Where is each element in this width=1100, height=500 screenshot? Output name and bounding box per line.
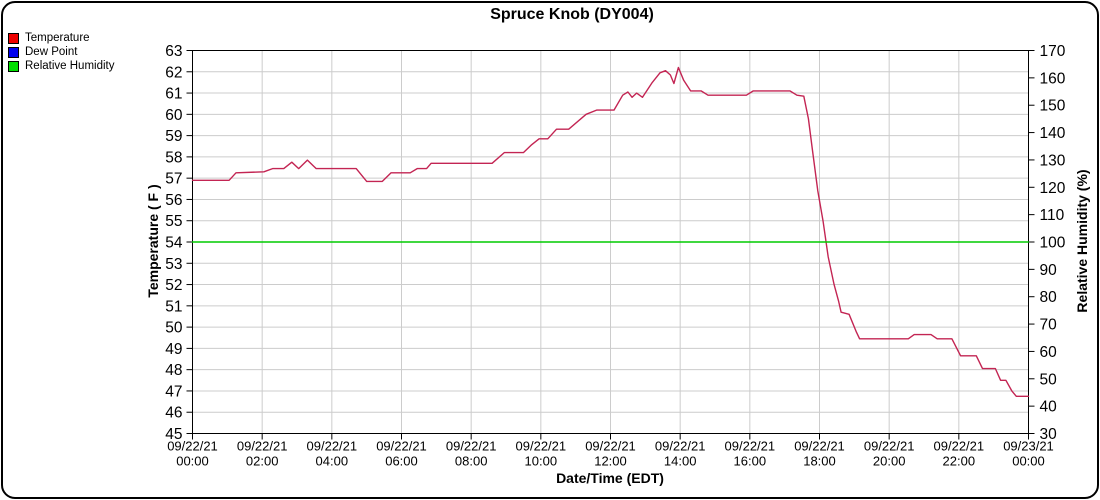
x-tick-time-label: 04:00: [316, 454, 349, 469]
x-tick-time-label: 08:00: [455, 454, 488, 469]
left-tick-label: 57: [165, 171, 182, 188]
right-tick-label: 40: [1040, 399, 1058, 416]
x-tick-date-label: 09/22/21: [725, 439, 776, 454]
left-tick-label: 47: [165, 383, 182, 400]
left-tick-label: 60: [165, 107, 183, 124]
right-tick-label: 50: [1040, 371, 1058, 388]
x-axis-title: Date/Time (EDT): [556, 470, 664, 486]
left-tick-label: 52: [165, 277, 182, 294]
left-tick-label: 59: [165, 128, 182, 145]
right-tick-label: 100: [1040, 235, 1066, 252]
dew-point-swatch-icon: [8, 46, 19, 58]
x-tick-time-label: 22:00: [943, 454, 976, 469]
legend-label: Relative Humidity: [25, 60, 115, 72]
legend-label: Dew Point: [25, 46, 78, 58]
x-tick-time-label: 06:00: [385, 454, 418, 469]
right-tick-label: 130: [1040, 152, 1066, 169]
left-tick-label: 48: [165, 362, 182, 379]
x-tick-date-label: 09/22/21: [376, 439, 427, 454]
temperature-swatch-icon: [8, 32, 19, 44]
x-tick-time-label: 16:00: [734, 454, 767, 469]
right-tick-label: 120: [1040, 180, 1066, 197]
x-tick-date-label: 09/22/21: [585, 439, 636, 454]
right-tick-label: 60: [1040, 344, 1058, 361]
x-tick-time-label: 02:00: [246, 454, 279, 469]
x-tick-time-label: 10:00: [525, 454, 558, 469]
left-tick-label: 61: [165, 86, 182, 103]
legend-item-relative-humidity: Relative Humidity: [8, 59, 114, 73]
x-tick-date-label: 09/22/21: [516, 439, 567, 454]
left-tick-label: 62: [165, 64, 182, 81]
x-tick-date-label: 09/22/21: [307, 439, 358, 454]
left-tick-label: 45: [165, 426, 182, 443]
left-tick-label: 49: [165, 341, 182, 358]
left-tick-label: 53: [165, 256, 182, 273]
right-tick-label: 150: [1040, 98, 1066, 115]
x-tick-date-label: 09/22/21: [934, 439, 985, 454]
right-tick-label: 80: [1040, 289, 1058, 306]
x-tick-time-label: 20:00: [873, 454, 906, 469]
temperature-line: [191, 66, 1030, 397]
right-tick-label: 70: [1040, 317, 1058, 334]
left-tick-label: 51: [165, 298, 182, 315]
x-tick-date-label: 09/23/21: [1003, 439, 1054, 454]
legend: Temperature Dew Point Relative Humidity: [8, 31, 114, 73]
x-tick-date-label: 09/22/21: [167, 439, 218, 454]
chart-title: Spruce Knob (DY004): [490, 6, 654, 23]
right-tick-label: 160: [1040, 70, 1066, 87]
x-tick-date-label: 09/22/21: [237, 439, 288, 454]
x-tick-date-label: 09/22/21: [794, 439, 845, 454]
x-tick-time-label: 18:00: [803, 454, 836, 469]
x-tick-date-label: 09/22/21: [655, 439, 706, 454]
left-tick-label: 58: [165, 149, 182, 166]
x-tick-date-label: 09/22/21: [864, 439, 915, 454]
x-tick-date-label: 09/22/21: [446, 439, 497, 454]
x-tick-time-label: 00:00: [1012, 454, 1045, 469]
right-tick-label: 90: [1040, 262, 1058, 279]
legend-label: Temperature: [25, 32, 90, 44]
legend-item-dew-point: Dew Point: [8, 45, 114, 59]
right-tick-label: 140: [1040, 125, 1066, 142]
x-tick-time-label: 14:00: [664, 454, 697, 469]
right-tick-label: 30: [1040, 426, 1058, 443]
right-tick-label: 110: [1040, 207, 1065, 224]
left-tick-label: 55: [165, 213, 182, 230]
left-tick-label: 56: [165, 192, 182, 209]
left-tick-label: 50: [165, 320, 183, 337]
x-tick-time-label: 00:00: [176, 454, 209, 469]
legend-item-temperature: Temperature: [8, 31, 114, 45]
left-tick-label: 63: [165, 43, 182, 60]
left-tick-label: 54: [165, 235, 183, 252]
left-tick-label: 46: [165, 405, 182, 422]
right-tick-label: 170: [1040, 43, 1066, 60]
relative-humidity-swatch-icon: [8, 60, 19, 72]
x-tick-time-label: 12:00: [594, 454, 627, 469]
